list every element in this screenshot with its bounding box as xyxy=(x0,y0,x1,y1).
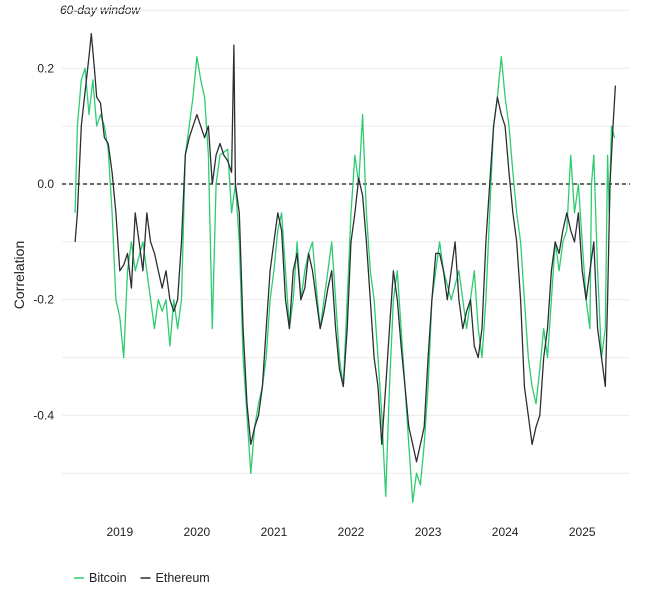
y-axis-label: Correlation xyxy=(11,241,27,309)
x-tick-label: 2025 xyxy=(569,525,596,539)
x-tick-label: 2023 xyxy=(415,525,442,539)
x-tick-label: 2020 xyxy=(184,525,211,539)
y-tick-label: 0.0 xyxy=(37,177,54,191)
series-line-bitcoin xyxy=(74,56,616,503)
x-tick-label: 2019 xyxy=(106,525,133,539)
legend-label-bitcoin: Bitcoin xyxy=(89,571,127,585)
legend-label-ethereum: Ethereum xyxy=(156,571,210,585)
x-tick-label: 2022 xyxy=(338,525,365,539)
y-tick-label: -0.2 xyxy=(33,293,54,307)
x-tick-label: 2021 xyxy=(261,525,288,539)
y-axis-ticks: 0.2 0.0 -0.2 -0.4 xyxy=(33,61,54,422)
series-lines xyxy=(74,32,617,503)
y-tick-label: -0.4 xyxy=(33,408,54,422)
x-tick-label: 2024 xyxy=(492,525,519,539)
y-tick-label: 0.2 xyxy=(37,61,54,75)
legend: Bitcoin Ethereum xyxy=(74,571,210,585)
x-axis-ticks: 2019 2020 2021 2022 2023 2024 2025 xyxy=(106,525,595,539)
series-line-ethereum xyxy=(74,32,617,463)
gridlines xyxy=(62,9,630,474)
